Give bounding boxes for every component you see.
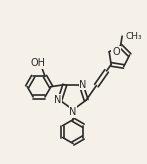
Text: O: O: [112, 47, 120, 57]
Text: OH: OH: [31, 58, 46, 68]
Text: N: N: [69, 107, 77, 117]
Text: CH₃: CH₃: [125, 32, 142, 41]
Text: N: N: [79, 80, 87, 90]
Text: N: N: [54, 95, 61, 105]
